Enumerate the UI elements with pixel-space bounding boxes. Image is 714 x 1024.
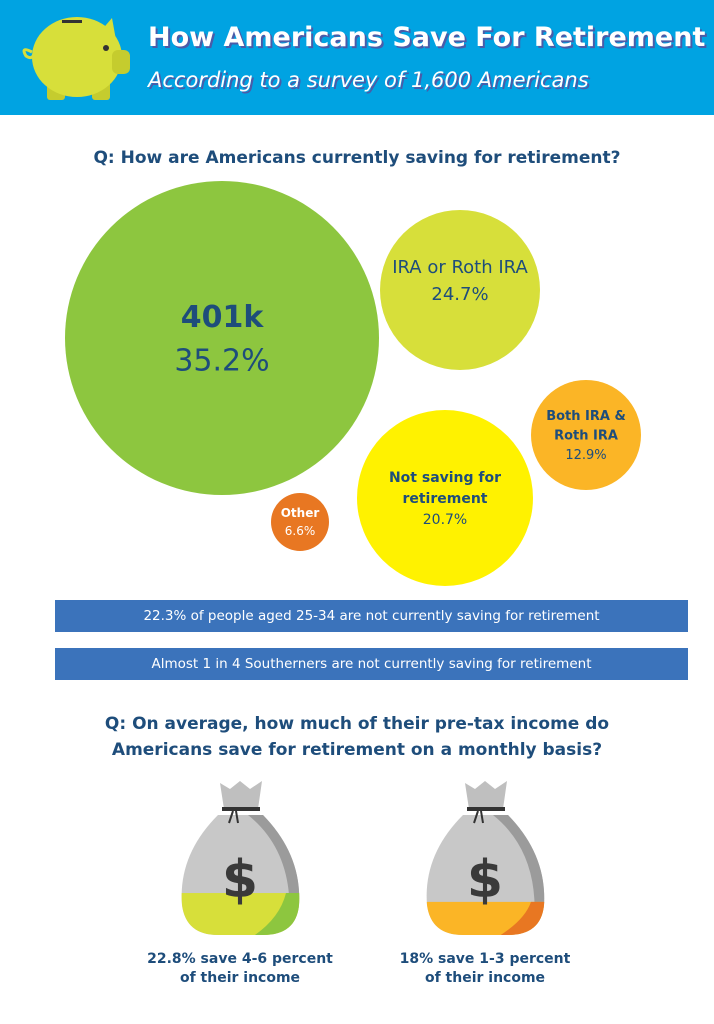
piggy-bank-icon — [22, 17, 130, 100]
bubble-category-label: 401k — [181, 300, 265, 335]
bubble-chart: 401k 35.2% IRA or Roth IRA 24.7% Not saving … — [65, 181, 641, 586]
fact-bar-2: Almost 1 in 4 Southerners are not curren… — [55, 648, 688, 680]
bubble-category-label: Other — [281, 506, 320, 520]
question-2-line-1: Q: On average, how much of their pre-tax… — [104, 714, 610, 734]
bubble-value-label: 24.7% — [431, 284, 488, 305]
page-title: How Americans Save For Retirement — [148, 22, 706, 53]
question-2-line-2: Americans save for retirement on a month… — [111, 740, 603, 760]
bubble-category-label: Roth IRA — [554, 429, 618, 444]
bubble-value-label: 6.6% — [285, 524, 316, 538]
svg-text:$: $ — [222, 850, 258, 910]
bubble-0 — [65, 181, 379, 495]
bubble-4 — [271, 493, 329, 551]
bubble-category-label: Not saving for — [389, 470, 501, 486]
bag-caption-1-line-2: of their income — [179, 970, 301, 986]
header-banner: How Americans Save For Retirement Accord… — [0, 0, 714, 115]
fact-bar-1: 22.3% of people aged 25-34 are not curre… — [55, 600, 688, 632]
bag-caption-1-line-1: 22.8% save 4-6 percent — [147, 951, 333, 967]
bubble-3 — [531, 380, 641, 490]
bubble-1 — [380, 210, 540, 370]
bag-caption-1: 22.8% save 4-6 percent of their income — [135, 950, 345, 988]
bubble-category-label: Both IRA & — [546, 409, 626, 424]
bag-caption-2: 18% save 1-3 percent of their income — [380, 950, 590, 988]
bag-caption-2-line-2: of their income — [424, 970, 546, 986]
money-bag-icon: $ — [426, 781, 545, 935]
bubble-value-label: 20.7% — [423, 512, 467, 528]
bubble-category-label: retirement — [402, 491, 487, 507]
question-1: Q: How are Americans currently saving fo… — [93, 148, 621, 168]
bag-caption-2-line-1: 18% save 1-3 percent — [399, 951, 571, 967]
bubble-2 — [357, 410, 533, 586]
page-subtitle: According to a survey of 1,600 Americans — [148, 68, 589, 92]
bubble-value-label: 35.2% — [174, 343, 269, 378]
svg-text:$: $ — [467, 850, 503, 910]
bubble-value-label: 12.9% — [565, 448, 606, 463]
money-bag-icon: $ — [181, 781, 300, 935]
bubble-category-label: IRA or Roth IRA — [392, 257, 528, 278]
